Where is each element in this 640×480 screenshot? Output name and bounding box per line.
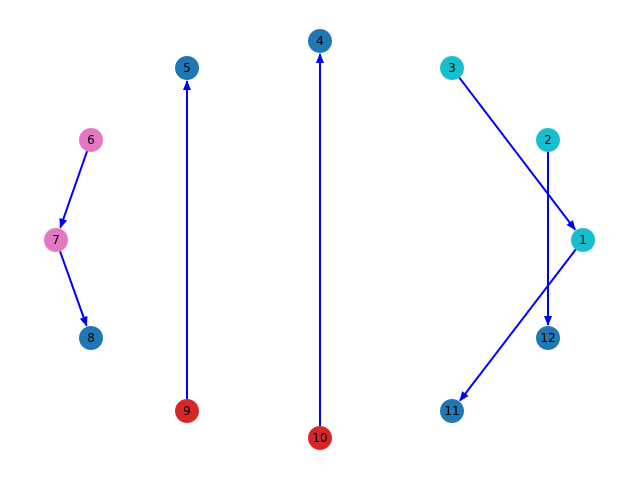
- node-circle-10: [308, 426, 332, 450]
- node-6: 6: [79, 128, 103, 152]
- node-circle-12: [536, 326, 560, 350]
- node-circle-1: [571, 228, 595, 252]
- node-label-6: 6: [87, 133, 95, 147]
- node-12: 12: [536, 326, 560, 350]
- node-label-12: 12: [540, 331, 555, 345]
- edge-7-to-8: [59, 250, 88, 327]
- node-7: 7: [44, 228, 68, 252]
- node-5: 5: [175, 56, 199, 80]
- node-label-8: 8: [87, 331, 95, 345]
- node-label-9: 9: [183, 404, 191, 418]
- node-circle-4: [308, 29, 332, 53]
- node-circle-11: [440, 399, 464, 423]
- node-4: 4: [308, 29, 332, 53]
- edges-layer: [59, 53, 577, 426]
- edge-6-to-7: [59, 150, 88, 229]
- node-2: 2: [536, 128, 560, 152]
- node-label-10: 10: [312, 431, 327, 445]
- node-label-3: 3: [448, 61, 456, 75]
- node-circle-3: [440, 56, 464, 80]
- node-circle-7: [44, 228, 68, 252]
- node-label-4: 4: [316, 34, 324, 48]
- node-9: 9: [175, 399, 199, 423]
- node-label-2: 2: [544, 133, 552, 147]
- node-label-7: 7: [52, 233, 60, 247]
- node-circle-8: [79, 326, 103, 350]
- node-label-5: 5: [183, 61, 191, 75]
- node-circle-6: [79, 128, 103, 152]
- edge-3-to-1: [458, 76, 576, 231]
- node-10: 10: [308, 426, 332, 450]
- node-circle-5: [175, 56, 199, 80]
- node-11: 11: [440, 399, 464, 423]
- node-circle-9: [175, 399, 199, 423]
- node-circle-2: [536, 128, 560, 152]
- node-3: 3: [440, 56, 464, 80]
- node-8: 8: [79, 326, 103, 350]
- node-1: 1: [571, 228, 595, 252]
- edge-1-to-11: [459, 248, 577, 402]
- node-label-11: 11: [444, 404, 459, 418]
- node-label-1: 1: [579, 233, 587, 247]
